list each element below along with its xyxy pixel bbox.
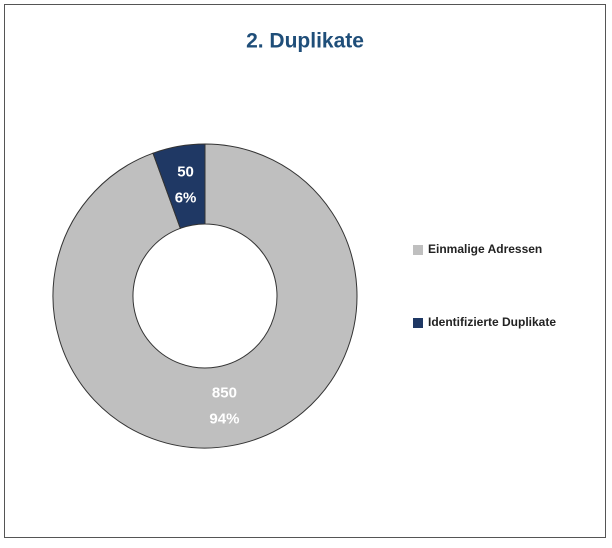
donut-slice [152,143,206,229]
chart-title: 2. Duplikate [246,30,364,53]
data-label: 850 [212,384,237,401]
percent-label: 6% [175,190,197,207]
legend-label: Einmalige Adressen [428,242,542,256]
legend-swatch [413,318,423,328]
legend-swatch [413,245,423,255]
legend-label: Identifizierte Duplikate [428,315,556,329]
donut-slice [52,143,358,449]
data-label: 50 [177,164,194,181]
percent-label: 94% [209,410,239,427]
